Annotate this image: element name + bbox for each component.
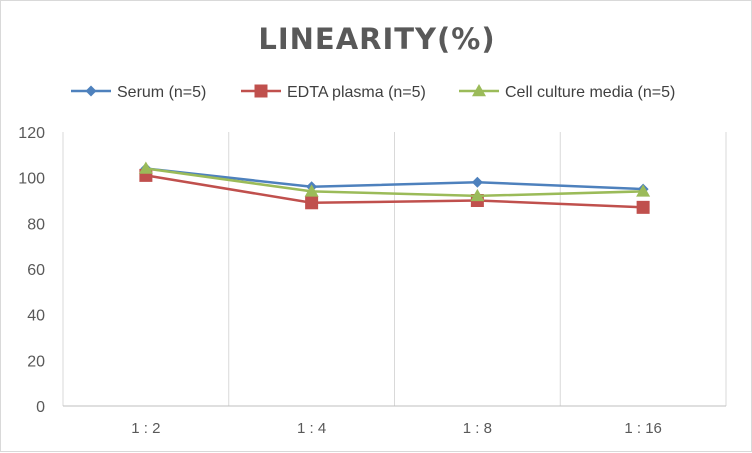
data-point xyxy=(138,161,153,174)
legend-label: Serum (n=5) xyxy=(117,84,206,101)
y-tick-label: 60 xyxy=(27,262,45,279)
series-line xyxy=(145,174,644,209)
axes: 0 20 40 60 80 100 120 1 : 2 1 : 4 1 : 8 1 : 16 xyxy=(18,125,726,437)
series-line xyxy=(145,167,644,198)
data-point xyxy=(305,196,319,210)
chart-title: LINEARITY(%) xyxy=(258,22,495,56)
y-tick-label: 0 xyxy=(36,399,45,416)
legend-marker xyxy=(85,85,97,97)
legend-marker xyxy=(254,84,268,98)
legend: Serum (n=5) EDTA plasma (n=5) Cell culture… xyxy=(71,84,675,101)
y-tick-label: 80 xyxy=(27,216,45,233)
legend-label: EDTA plasma (n=5) xyxy=(287,84,426,101)
grid xyxy=(62,132,727,406)
legend-item-3: Cell culture media (n=5) xyxy=(459,84,675,101)
data-point xyxy=(636,200,650,214)
y-tick-label: 20 xyxy=(27,353,45,370)
y-tick-label: 40 xyxy=(27,308,45,325)
legend-label: Cell culture media (n=5) xyxy=(505,84,675,101)
x-tick-label: 1 : 16 xyxy=(624,420,662,437)
data-point xyxy=(304,184,319,197)
data-point xyxy=(470,188,485,202)
series-3 xyxy=(138,161,651,202)
y-tick-label: 120 xyxy=(18,125,45,142)
data-point xyxy=(636,184,651,197)
series-group xyxy=(138,161,651,214)
legend-item-2: EDTA plasma (n=5) xyxy=(241,84,426,101)
series-line xyxy=(145,167,644,191)
x-tick-label: 1 : 4 xyxy=(297,420,326,437)
legend-marker xyxy=(472,84,486,97)
data-point xyxy=(471,176,483,188)
y-tick-label: 100 xyxy=(18,171,45,188)
legend-item-1: Serum (n=5) xyxy=(71,84,206,101)
x-tick-label: 1 : 8 xyxy=(463,420,492,437)
x-tick-label: 1 : 2 xyxy=(131,420,160,437)
